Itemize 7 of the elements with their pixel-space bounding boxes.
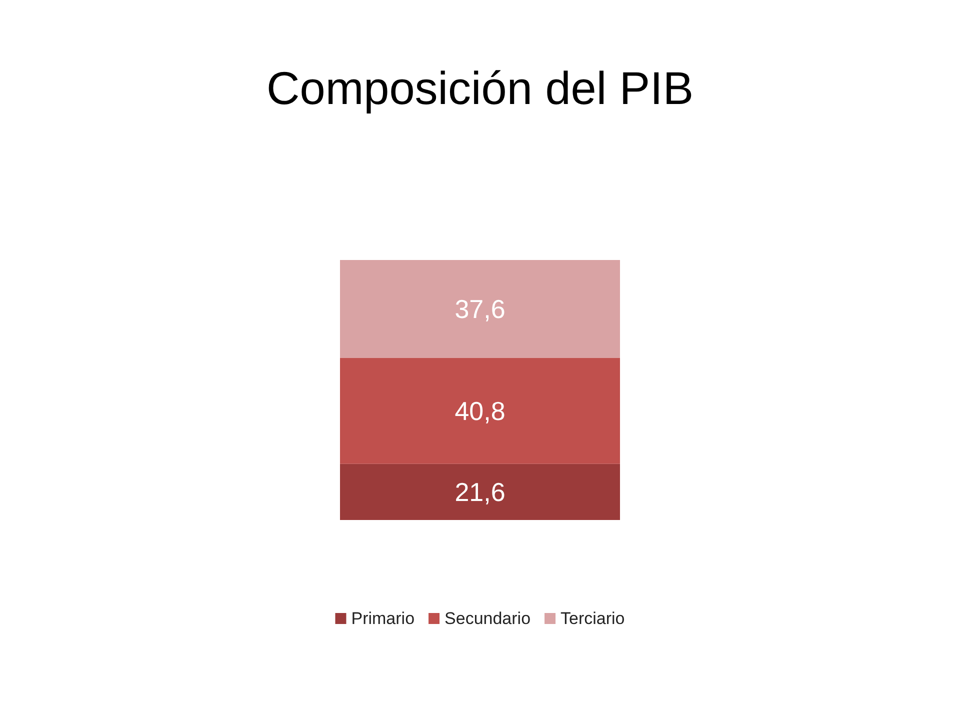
legend-label: Secundario	[444, 609, 531, 628]
data-label: 40,8	[454, 396, 506, 426]
data-label: 21,6	[454, 476, 506, 507]
legend-label: Terciario	[560, 609, 625, 628]
data-label: 37,6	[454, 294, 506, 324]
chart-title: Composición del PIB	[266, 62, 694, 114]
legend-label: Primario	[351, 609, 415, 628]
